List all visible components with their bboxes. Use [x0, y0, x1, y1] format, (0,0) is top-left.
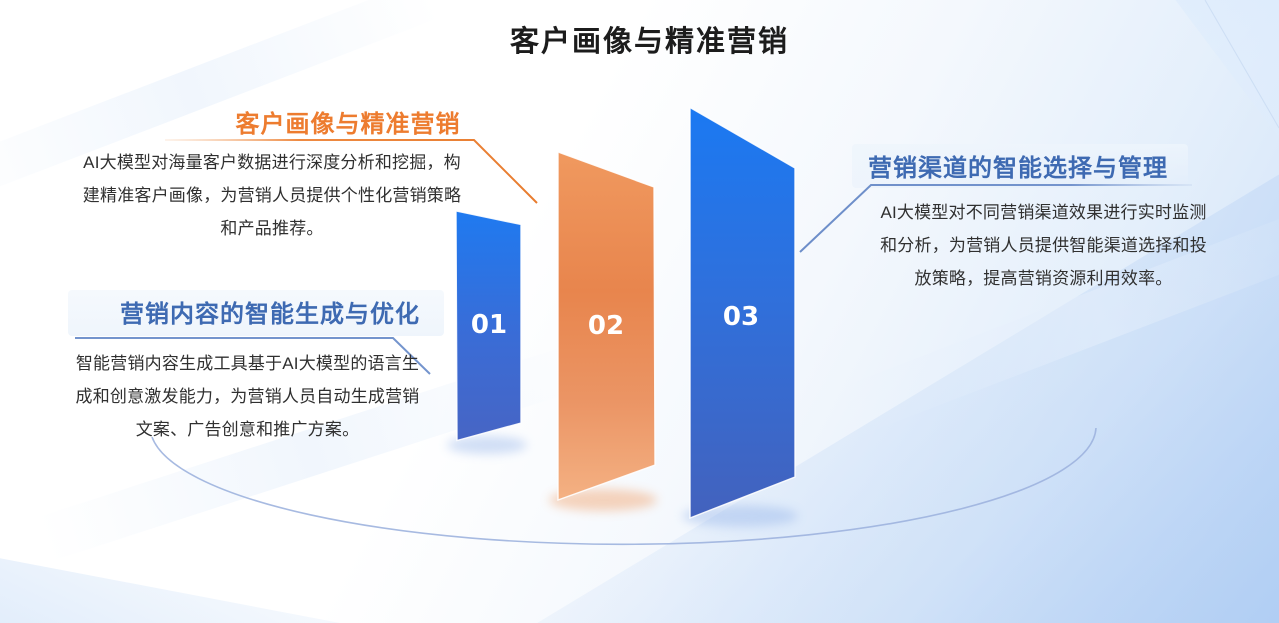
profile-heading: 客户画像与精准营销 — [235, 111, 461, 138]
content-heading: 营销内容的智能生成与优化 — [120, 301, 420, 328]
panel-03-number: 03 — [723, 302, 759, 332]
channel-heading: 营销渠道的智能选择与管理 — [868, 155, 1168, 182]
slide-title: 客户画像与精准营销 — [509, 26, 789, 58]
panel-02-number: 02 — [588, 311, 624, 341]
content-body: 智能营销内容生成工具基于AI大模型的语言生成和创意激发能力，为营销人员自动生成营… — [75, 354, 420, 439]
profile-body: AI大模型对海量客户数据进行深度分析和挖掘，构建精准客户画像，为营销人员提供个性… — [82, 153, 462, 238]
panel-01-number: 01 — [471, 310, 507, 340]
channel-body: AI大模型对不同营销渠道效果进行实时监测和分析，为营销人员提供智能渠道选择和投放… — [880, 203, 1207, 288]
corner-edge-line — [1204, 0, 1279, 129]
